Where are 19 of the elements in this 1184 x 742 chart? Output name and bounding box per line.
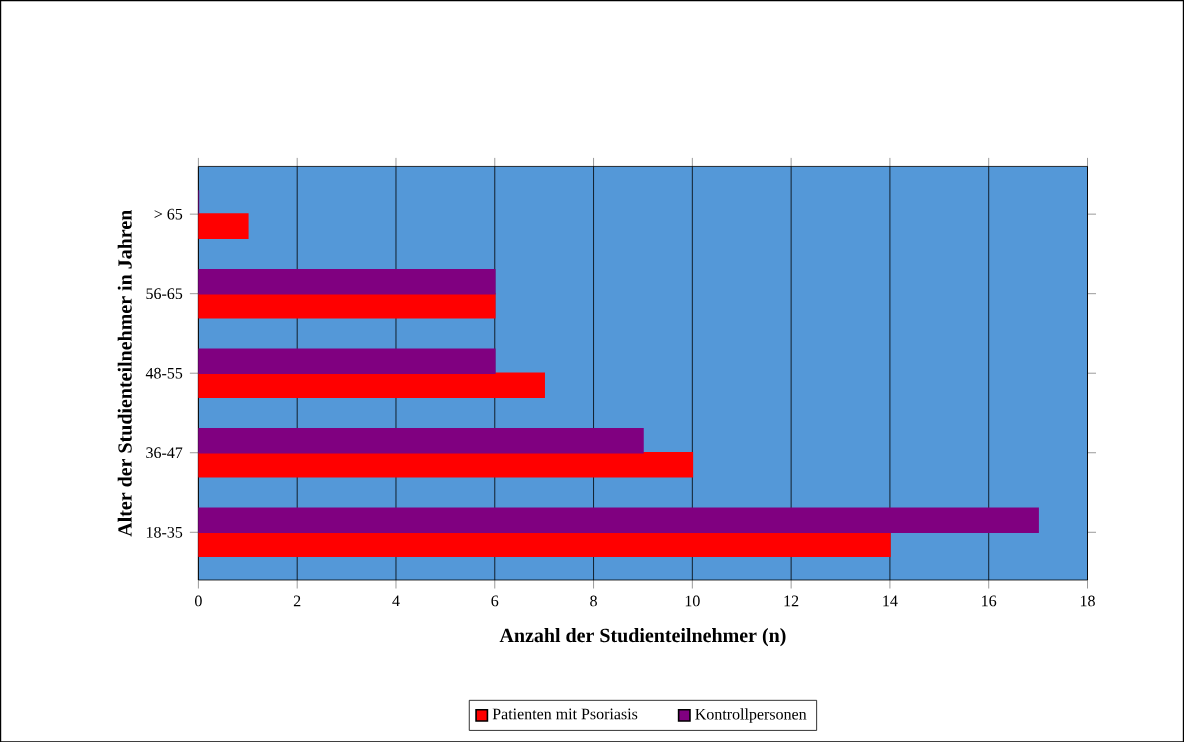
y-tick-label: 18-35 xyxy=(146,526,183,538)
y-axis-title: Alter der Studienteilnehmer in Jahren xyxy=(117,209,132,537)
x-tick-label: 16 xyxy=(982,595,997,607)
x-axis-title: Anzahl der Studienteilnehmer (n) xyxy=(499,627,786,646)
y-tick-label: 48-55 xyxy=(145,367,183,379)
y-tick-label: > 65 xyxy=(154,208,183,220)
x-tick-label: 4 xyxy=(392,595,400,606)
legend-label: Patienten mit Psoriasis xyxy=(492,708,638,720)
y-tick-label: 36-47 xyxy=(146,447,183,458)
x-tick-label: 6 xyxy=(491,595,499,607)
legend-label: Kontrollpersonen xyxy=(695,708,807,723)
x-tick-label: 0 xyxy=(195,595,202,607)
x-tick-label: 14 xyxy=(883,595,898,606)
x-tick-label: 12 xyxy=(784,595,799,606)
y-tick-label: 56-65 xyxy=(146,288,183,299)
x-tick-label: 8 xyxy=(590,595,597,607)
x-tick-label: 10 xyxy=(685,595,700,607)
x-tick-label: 18 xyxy=(1080,595,1095,607)
x-tick-label: 2 xyxy=(293,595,301,606)
